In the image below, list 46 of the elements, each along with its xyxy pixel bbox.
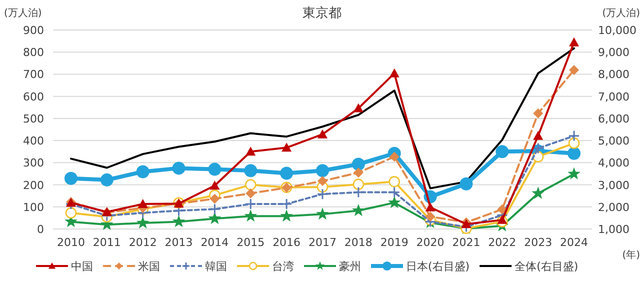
y2-tick-label: 6,000: [598, 112, 630, 126]
y2-tick-label: 8,000: [598, 68, 630, 82]
legend-label: 台湾: [272, 260, 294, 273]
y-axis-title: (万人泊): [4, 7, 42, 19]
x-tick-label: 2017: [308, 236, 336, 249]
x-tick-label: 2011: [92, 236, 121, 249]
y2-tick-label: 1,000: [598, 223, 630, 236]
y-tick-label: 100: [23, 200, 44, 214]
y-tick-label: 0: [37, 223, 44, 236]
x-tick-label: 2014: [200, 236, 229, 249]
x-tick-label: 2021: [452, 236, 480, 249]
y2-tick-label: 9,000: [598, 46, 630, 60]
x-tick-label: 2019: [380, 236, 408, 249]
legend-label: 日本(右目盛): [406, 260, 470, 273]
legend-label: 中国: [71, 260, 93, 273]
x-tick-label: 2023: [524, 236, 552, 249]
x-tick-label: 2015: [236, 236, 265, 249]
legend-label: 豪州: [339, 260, 361, 273]
x-tick-label: 2010: [56, 236, 85, 249]
chart-title: 東京都: [302, 6, 342, 21]
x-tick-label: 2018: [344, 236, 372, 249]
y-tick-label: 500: [23, 112, 44, 126]
legend-label: 米国: [138, 260, 160, 273]
y2-tick-label: 7,000: [598, 90, 630, 104]
y-tick-label: 700: [23, 68, 44, 82]
y2-tick-label: 10,000: [598, 24, 636, 37]
x-tick-label: 2012: [128, 236, 157, 249]
x-axis-title: (年): [622, 249, 640, 261]
y2-tick-label: 3,000: [598, 178, 630, 192]
y-tick-label: 300: [23, 156, 44, 170]
y2-tick-label: 2,000: [598, 200, 630, 214]
x-tick-label: 2022: [488, 236, 516, 249]
y-tick-label: 800: [23, 46, 44, 60]
y-tick-label: 200: [23, 178, 44, 192]
y2-tick-label: 5,000: [598, 134, 630, 148]
legend-label: 韓国: [205, 260, 227, 273]
y2-axis-title: (万人泊): [602, 7, 640, 19]
y-tick-label: 600: [23, 90, 44, 104]
y-tick-label: 400: [23, 134, 44, 148]
x-tick-label: 2013: [164, 236, 193, 249]
y-tick-label: 900: [23, 24, 44, 37]
x-tick-label: 2024: [560, 236, 588, 249]
x-tick-label: 2016: [272, 236, 301, 249]
legend-label: 全体(右目盛): [514, 260, 578, 273]
y2-tick-label: 4,000: [598, 156, 630, 170]
x-tick-label: 2020: [416, 236, 444, 249]
